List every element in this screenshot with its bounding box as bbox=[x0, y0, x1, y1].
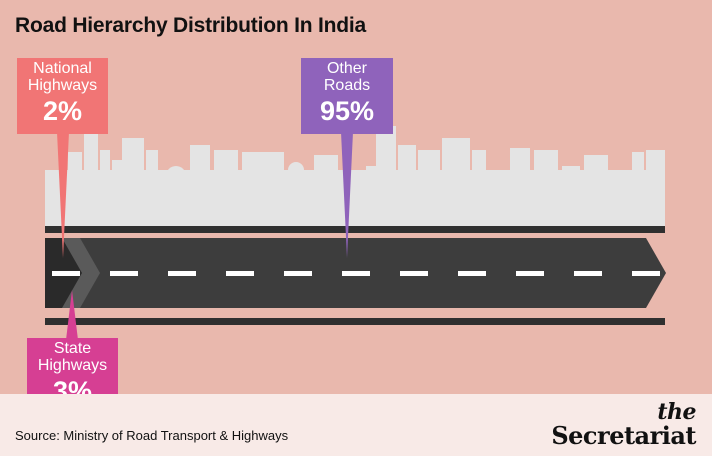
source-note: Source: Ministry of Road Transport & Hig… bbox=[15, 428, 289, 443]
state-highways-label-line1: State bbox=[53, 340, 92, 357]
lane-dashes bbox=[52, 271, 660, 276]
lane-dash bbox=[458, 271, 486, 276]
footer: Source: Ministry of Road Transport & Hig… bbox=[0, 394, 712, 456]
brand-logo-main: Secretariat bbox=[551, 421, 696, 450]
lane-dash bbox=[342, 271, 370, 276]
lane-dash bbox=[226, 271, 254, 276]
other-roads-callout: Other Roads 95% bbox=[301, 60, 393, 126]
brand-logo: the Secretariat bbox=[551, 401, 696, 448]
other-roads-label-line2: Roads bbox=[323, 76, 371, 94]
other-roads-pointer bbox=[341, 132, 353, 258]
lane-dash bbox=[574, 271, 602, 276]
state-highways-callout: State Highways 3% bbox=[27, 340, 118, 405]
lane-dash bbox=[400, 271, 428, 276]
brand-logo-top: the bbox=[657, 399, 696, 425]
national-highways-label-line2: Highways bbox=[27, 76, 98, 94]
city-skyline bbox=[45, 126, 665, 226]
other-roads-box bbox=[301, 58, 393, 134]
national-highways-label-line1: National bbox=[33, 60, 92, 77]
lane-dash bbox=[52, 271, 80, 276]
lane-dash bbox=[284, 271, 312, 276]
national-highways-value: 2% bbox=[42, 95, 83, 126]
national-highways-pointer bbox=[57, 132, 69, 258]
state-highways-pointer bbox=[66, 290, 78, 340]
chart-title: Road Hierarchy Distribution In India bbox=[15, 14, 367, 37]
other-roads-value: 95% bbox=[319, 95, 375, 126]
road-bottom-edge bbox=[45, 318, 665, 325]
other-roads-label-line1: Other bbox=[326, 60, 367, 77]
lane-dash bbox=[110, 271, 138, 276]
lane-dash bbox=[632, 271, 660, 276]
national-highways-box bbox=[17, 58, 108, 134]
road-top-edge bbox=[45, 226, 665, 233]
national-highways-callout: National Highways 2% bbox=[17, 60, 108, 126]
lane-dash bbox=[516, 271, 544, 276]
state-highways-label-line2: Highways bbox=[37, 356, 108, 374]
lane-dash bbox=[168, 271, 196, 276]
